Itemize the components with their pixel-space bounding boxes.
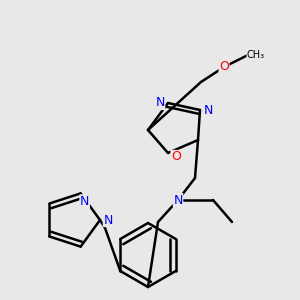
Text: CH₃: CH₃ [247,50,265,60]
Text: N: N [103,214,113,226]
Text: O: O [219,61,229,74]
Text: N: N [173,194,183,206]
Text: N: N [203,103,213,116]
Text: N: N [80,195,89,208]
Text: O: O [171,151,181,164]
Text: N: N [155,97,165,110]
